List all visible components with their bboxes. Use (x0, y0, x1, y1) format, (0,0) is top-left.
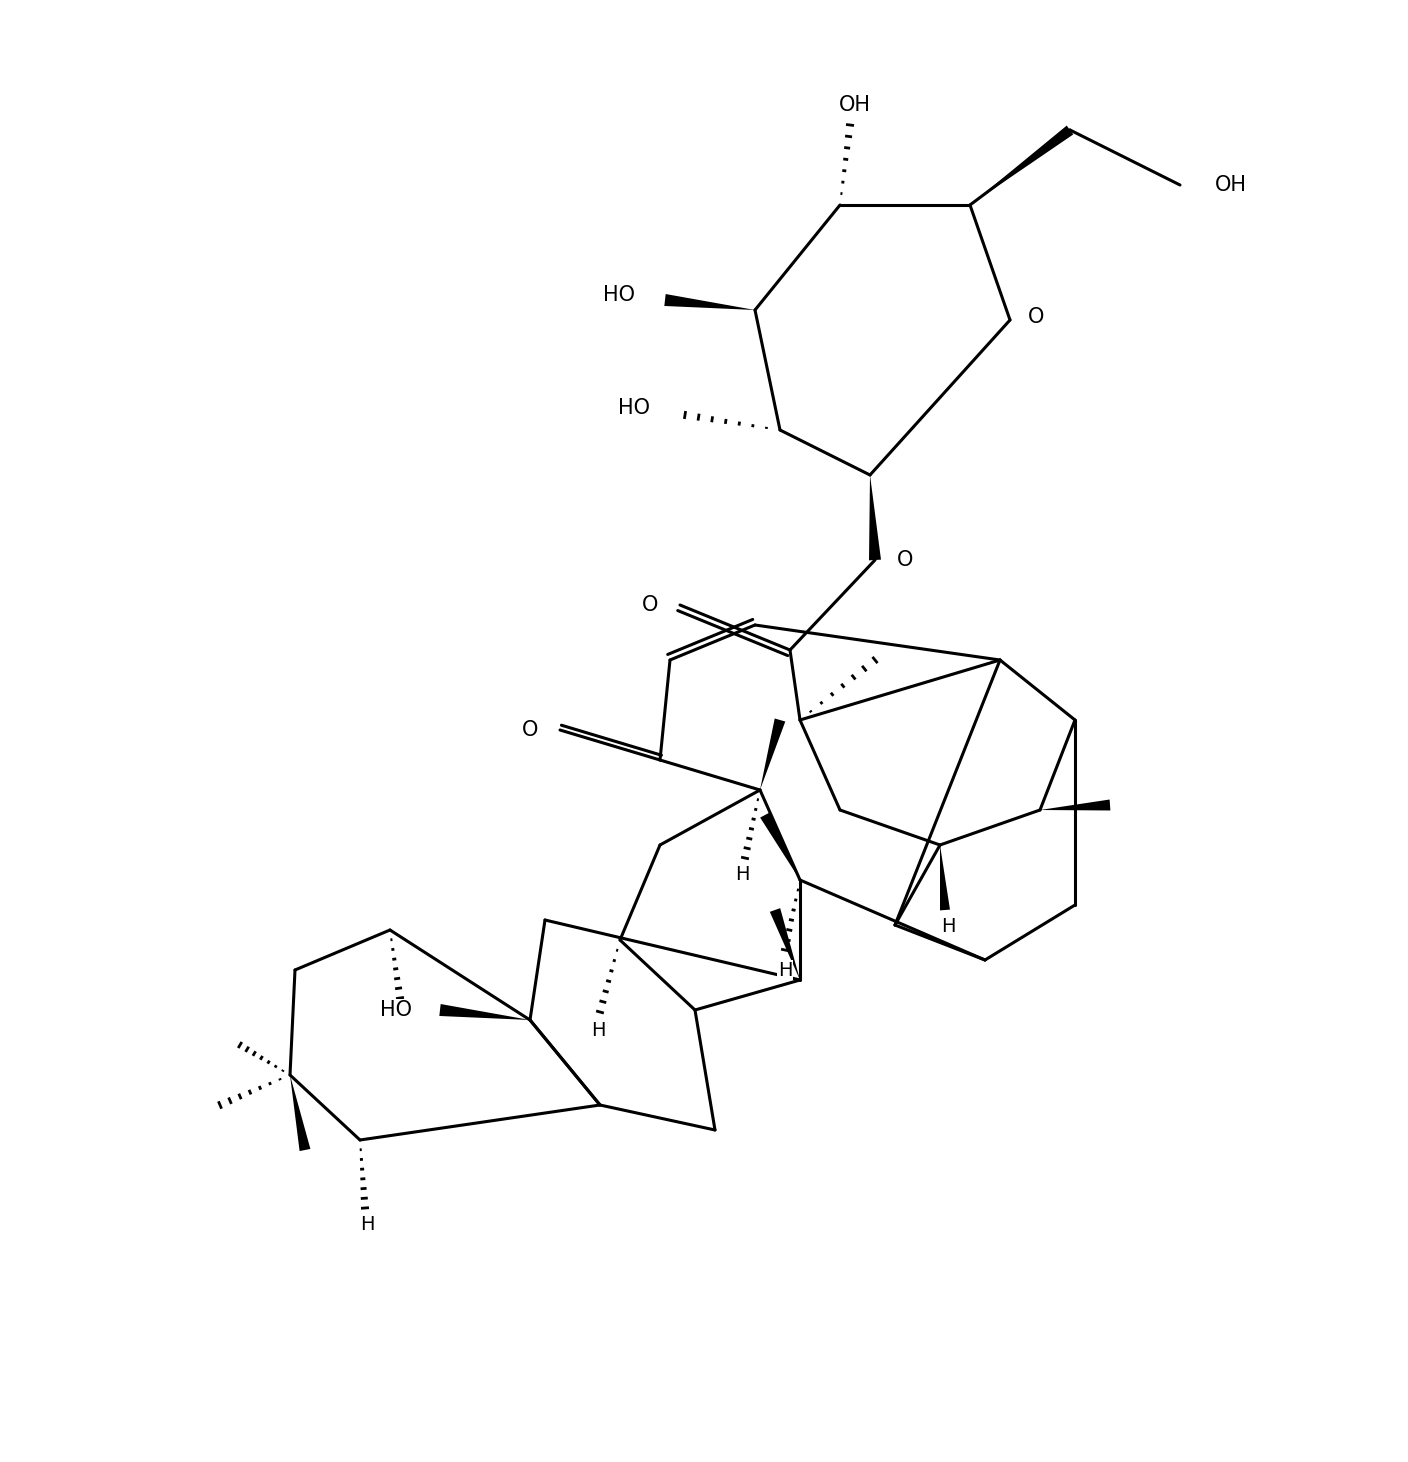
Text: HO: HO (380, 1000, 413, 1020)
Text: H: H (941, 918, 955, 937)
Text: H: H (591, 1020, 605, 1039)
Polygon shape (770, 908, 800, 980)
Polygon shape (970, 126, 1073, 205)
Text: OH: OH (1215, 175, 1247, 194)
Polygon shape (439, 1004, 529, 1020)
Text: O: O (897, 550, 914, 570)
Text: O: O (521, 719, 538, 740)
Polygon shape (760, 813, 800, 880)
Polygon shape (760, 718, 786, 789)
Text: OH: OH (839, 95, 872, 115)
Text: HO: HO (603, 285, 635, 306)
Polygon shape (1041, 800, 1111, 810)
Polygon shape (665, 294, 755, 310)
Text: O: O (1028, 307, 1045, 327)
Polygon shape (941, 845, 950, 911)
Text: H: H (360, 1215, 375, 1234)
Text: O: O (642, 595, 658, 616)
Polygon shape (290, 1075, 310, 1151)
Text: H: H (777, 961, 793, 980)
Polygon shape (869, 475, 881, 560)
Text: HO: HO (618, 398, 650, 418)
Text: H: H (394, 1006, 410, 1025)
Text: H: H (735, 866, 749, 885)
